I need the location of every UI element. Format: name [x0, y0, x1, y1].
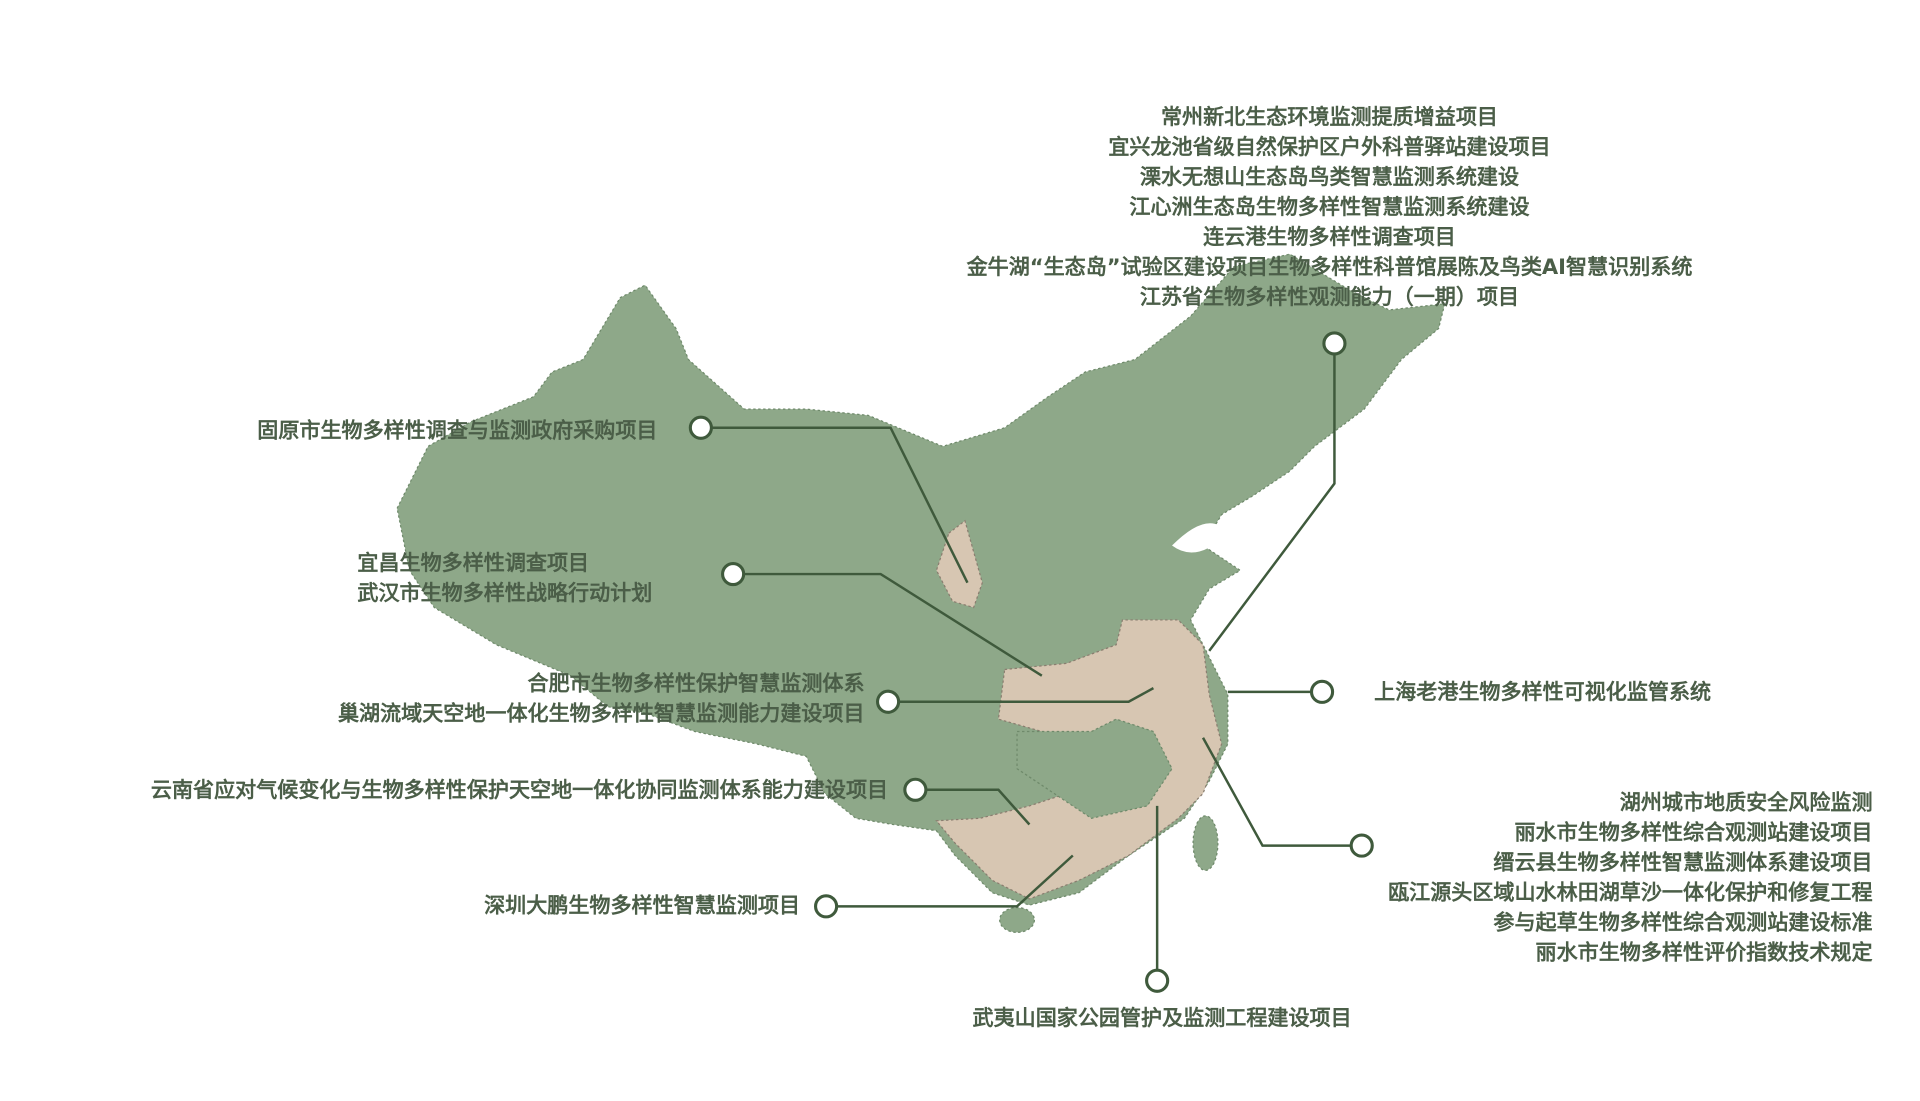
project-label: 常州新北生态环境监测提质增益项目 [1161, 104, 1498, 129]
project-label: 合肥市生物多样性保护智慧监测体系 [528, 670, 865, 695]
connector-line [700, 426, 969, 584]
location-marker [1145, 968, 1170, 993]
location-marker [903, 777, 928, 802]
project-label: 丽水市生物多样性综合观测站建设项目 [1514, 819, 1872, 844]
project-label: 溧水无想山生态岛鸟类智慧监测系统建设 [1140, 164, 1519, 189]
project-label: 金牛湖“生态岛”试验区建设项目生物多样性科普馆展陈及鸟类AI智慧识别系统 [966, 254, 1693, 279]
location-marker [688, 415, 713, 440]
project-label: 缙云县生物多样性智慧监测体系建设项目 [1493, 849, 1872, 874]
location-marker [1349, 833, 1374, 858]
connector-line [888, 687, 1155, 704]
location-marker [1322, 331, 1347, 356]
project-label: 宜兴龙池省级自然保护区户外科普驿站建设项目 [1108, 134, 1550, 159]
project-label: 云南省应对气候变化与生物多样性保护天空地一体化协同监测体系能力建设项目 [151, 777, 888, 802]
sea [1172, 523, 1228, 553]
project-label: 上海老港生物多样性可视化监管系统 [1374, 679, 1711, 704]
connector-line [1201, 737, 1362, 847]
connector-line [826, 854, 1074, 908]
location-marker [1309, 679, 1335, 704]
project-label: 瓯江源头区域山水林田湖草沙一体化保护和修复工程 [1388, 879, 1872, 904]
project-label: 深圳大鹏生物多样性智慧监测项目 [484, 892, 800, 917]
connector-line [915, 788, 1031, 826]
project-label: 丽水市生物多样性评价指数技术规定 [1536, 939, 1873, 964]
project-label: 江心洲生态岛生物多样性智慧监测系统建设 [1129, 194, 1529, 219]
location-marker [721, 561, 746, 587]
highlight-region [1016, 718, 1173, 819]
project-label: 武夷山国家公园管护及监测工程建设项目 [973, 1005, 1352, 1030]
project-label: 固原市生物多样性调查与监测政府采购项目 [257, 417, 657, 442]
island [999, 906, 1036, 933]
project-label: 江苏省生物多样性观测能力（一期）项目 [1140, 284, 1519, 309]
connector-line [1208, 343, 1336, 652]
project-label: 武汉市生物多样性战略行动计划 [357, 580, 652, 605]
project-label: 宜昌生物多样性调查项目 [357, 550, 589, 575]
island [1192, 815, 1219, 872]
location-marker [814, 894, 839, 919]
project-label: 巢湖流域天空地一体化生物多样性智慧监测能力建设项目 [338, 700, 865, 725]
project-label: 湖州城市地质安全风险监测 [1620, 789, 1873, 814]
project-label: 连云港生物多样性调查项目 [1203, 224, 1456, 249]
location-marker [875, 689, 901, 714]
connector-line [733, 572, 1043, 677]
project-label: 参与起草生物多样性综合观测站建设标准 [1493, 909, 1872, 934]
